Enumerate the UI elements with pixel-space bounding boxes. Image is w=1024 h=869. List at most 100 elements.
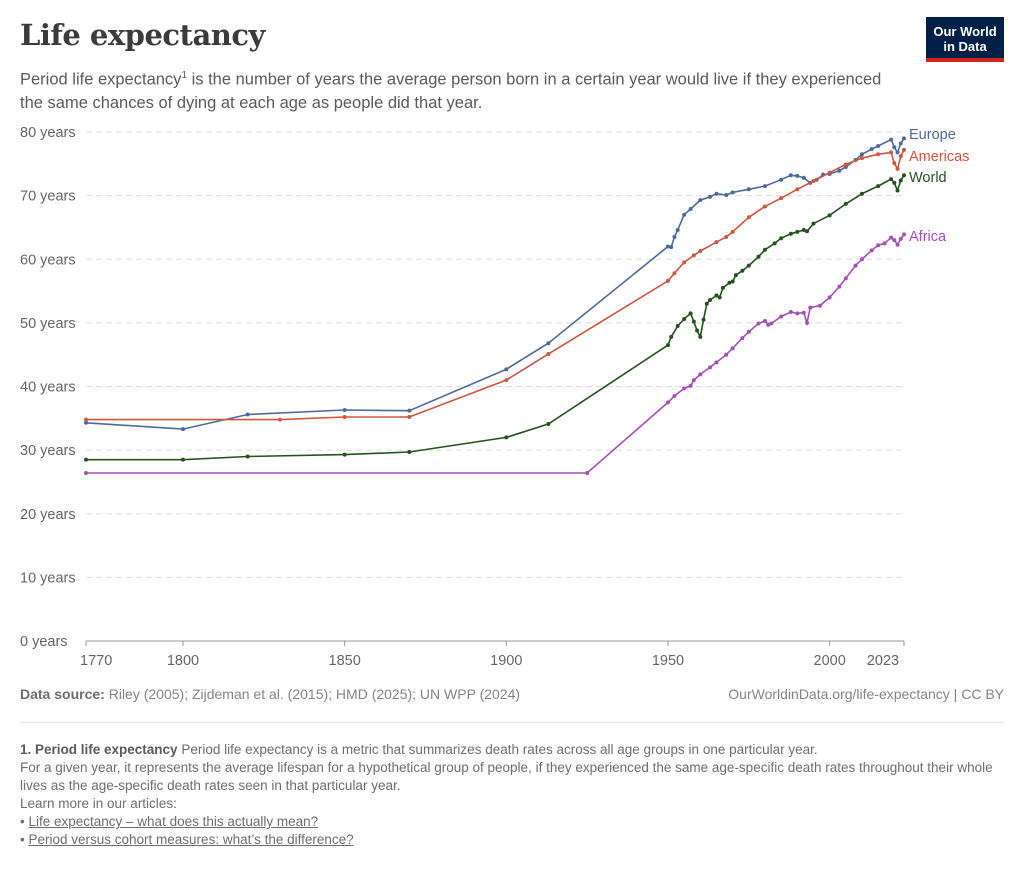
data-point-europe <box>682 212 687 217</box>
footer-divider <box>20 722 1004 723</box>
data-point-americas <box>84 417 88 422</box>
series-label-world[interactable]: World <box>909 170 947 186</box>
y-tick-label: 10 years <box>20 570 76 586</box>
note-1: 1. Period life expectancy Period life ex… <box>20 741 1010 759</box>
data-point-africa <box>766 322 771 327</box>
data-point-world <box>730 279 735 284</box>
data-point-africa <box>795 311 800 316</box>
data-point-americas <box>342 415 347 420</box>
data-point-world <box>811 221 816 226</box>
data-point-world <box>682 317 687 322</box>
data-point-europe <box>795 173 800 178</box>
data-point-europe <box>546 341 551 346</box>
data-point-europe <box>708 194 713 199</box>
data-point-americas <box>779 196 784 201</box>
source-label: Data source: <box>20 686 105 702</box>
x-tick-label: 1850 <box>329 653 361 669</box>
series-label-europe[interactable]: Europe <box>909 127 956 143</box>
data-point-europe <box>688 206 693 211</box>
y-tick-label: 60 years <box>20 252 76 268</box>
data-point-world <box>695 328 700 333</box>
data-point-europe <box>245 412 250 417</box>
data-point-americas <box>746 215 751 220</box>
data-point-africa <box>827 295 832 300</box>
data-point-world <box>675 324 680 329</box>
data-point-world <box>895 188 900 193</box>
data-point-africa <box>691 378 696 383</box>
data-point-world <box>708 297 713 302</box>
data-point-africa <box>724 352 729 357</box>
data-point-europe <box>837 168 842 173</box>
subtitle-term: Period life expectancy <box>20 70 182 89</box>
article-link-item: • Life expectancy – what does this actua… <box>20 814 319 829</box>
data-point-world <box>546 422 551 427</box>
data-point-europe <box>762 184 767 189</box>
series-label-africa[interactable]: Africa <box>909 229 947 245</box>
data-point-africa <box>805 320 810 325</box>
data-point-africa <box>808 305 813 310</box>
data-point-europe <box>892 145 897 150</box>
x-tick-label: 1900 <box>490 653 522 669</box>
data-point-africa <box>869 248 874 253</box>
x-tick-label: 2000 <box>814 653 846 669</box>
data-point-world <box>688 311 693 316</box>
data-point-world <box>762 247 767 252</box>
data-point-world <box>876 184 881 189</box>
data-point-africa <box>688 383 693 388</box>
data-point-africa <box>889 235 894 240</box>
data-point-world <box>180 457 185 462</box>
data-point-americas <box>277 417 282 422</box>
data-point-europe <box>724 192 729 197</box>
data-point-europe <box>714 191 719 196</box>
data-point-europe <box>675 227 680 232</box>
note-title: 1. Period life expectancy <box>20 742 178 757</box>
article-link-period-cohort[interactable]: Period versus cohort measures: what’s th… <box>28 832 354 847</box>
source-text[interactable]: Riley (2005); Zijdeman et al. (2015); HM… <box>104 686 521 702</box>
footnotes: 1. Period life expectancy Period life ex… <box>20 741 1010 849</box>
data-point-world <box>714 293 719 298</box>
data-point-americas <box>795 187 800 192</box>
article-link-item: • Period versus cohort measures: what’s … <box>20 832 354 847</box>
footnote-ref[interactable]: 1 <box>181 70 187 81</box>
data-point-europe <box>407 408 412 413</box>
data-point-americas <box>889 150 894 155</box>
series-label-americas[interactable]: Americas <box>909 149 969 165</box>
data-point-americas <box>546 352 551 357</box>
data-point-africa <box>756 321 761 326</box>
data-point-world <box>772 241 777 246</box>
note-line2: For a given year, it represents the aver… <box>20 760 993 793</box>
data-point-africa <box>769 321 774 326</box>
data-point-world <box>727 280 732 285</box>
data-point-africa <box>714 360 719 365</box>
data-point-world <box>801 227 806 232</box>
article-link-life-expectancy[interactable]: Life expectancy – what does this actuall… <box>28 814 319 829</box>
y-tick-label: 80 years <box>20 125 76 141</box>
data-point-europe <box>895 150 900 155</box>
data-point-europe <box>84 420 88 425</box>
source-url[interactable]: OurWorldinData.org/life-expectancy | CC … <box>728 686 1004 702</box>
owid-logo[interactable]: Our World in Data <box>926 17 1004 62</box>
data-point-africa <box>853 263 858 268</box>
data-point-americas <box>698 248 703 253</box>
data-point-africa <box>882 241 887 246</box>
data-point-world <box>733 273 738 278</box>
data-point-world <box>902 173 906 178</box>
data-point-americas <box>691 253 696 258</box>
y-tick-label: 70 years <box>20 189 76 205</box>
data-point-europe <box>698 198 703 203</box>
data-point-europe <box>889 137 894 142</box>
data-point-world <box>720 285 725 290</box>
note-text: Period life expectancy is a metric that … <box>177 742 818 757</box>
data-point-americas <box>811 178 816 183</box>
data-point-africa <box>682 386 687 391</box>
data-point-africa <box>902 232 906 237</box>
data-point-world <box>701 317 706 322</box>
data-point-world <box>843 201 848 206</box>
data-point-world <box>691 319 696 324</box>
data-point-africa <box>730 346 735 351</box>
data-point-world <box>889 177 894 182</box>
data-point-europe <box>342 408 347 413</box>
data-point-world <box>795 229 800 234</box>
data-point-world <box>859 191 864 196</box>
data-point-europe <box>902 136 906 141</box>
